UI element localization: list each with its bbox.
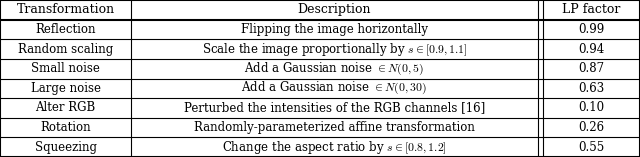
Text: Flipping the image horizontally: Flipping the image horizontally [241,23,428,36]
Text: Randomly-parameterized affine transformation: Randomly-parameterized affine transforma… [194,121,475,134]
Text: Rotation: Rotation [40,121,91,134]
Text: 0.99: 0.99 [578,23,605,36]
Text: Add a Gaussian noise $\in N(0, 5)$: Add a Gaussian noise $\in N(0, 5)$ [244,61,424,77]
Text: 0.87: 0.87 [579,62,604,75]
Text: 0.26: 0.26 [579,121,604,134]
Text: Random scaling: Random scaling [18,43,113,56]
Text: Change the aspect ratio by $s \in [0.8, 1.2]$: Change the aspect ratio by $s \in [0.8, … [222,139,447,156]
Text: 0.63: 0.63 [578,82,605,95]
Text: Alter RGB: Alter RGB [35,101,96,114]
Text: Add a Gaussian noise $\in N(0, 30)$: Add a Gaussian noise $\in N(0, 30)$ [241,80,428,96]
Text: Squeezing: Squeezing [35,141,97,154]
Text: Small noise: Small noise [31,62,100,75]
Text: Scale the image proportionally by $s \in [0.9, 1.1]$: Scale the image proportionally by $s \in… [202,41,467,58]
Text: Reflection: Reflection [35,23,96,36]
Text: 0.10: 0.10 [579,101,604,114]
Text: Large noise: Large noise [31,82,100,95]
Text: 0.55: 0.55 [578,141,605,154]
Text: Description: Description [298,3,371,16]
Text: Transformation: Transformation [17,3,115,16]
Text: 0.94: 0.94 [578,43,605,56]
Text: Perturbed the intensities of the RGB channels [16]: Perturbed the intensities of the RGB cha… [184,101,485,114]
Text: LP factor: LP factor [562,3,621,16]
